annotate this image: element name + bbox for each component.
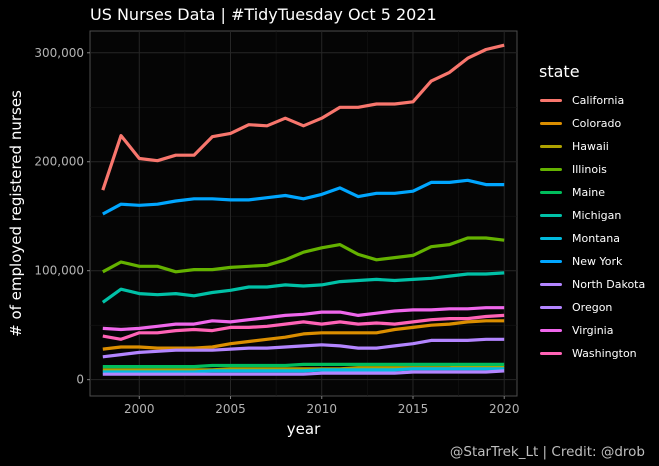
caption: @StarTrek_Lt | Credit: @drob <box>449 444 645 460</box>
legend-item-colorado: Colorado <box>540 112 645 135</box>
legend-label: North Dakota <box>572 278 646 291</box>
legend-item-montana: Montana <box>540 227 645 250</box>
x-tick-label: 2015 <box>398 402 429 416</box>
x-axis-label: year <box>287 420 321 438</box>
legend-item-north-dakota: North Dakota <box>540 273 645 296</box>
legend-label: New York <box>572 255 623 268</box>
legend-label: Hawaii <box>572 140 609 153</box>
series-line-illinois <box>102 236 505 274</box>
legend-item-illinois: Illinois <box>540 158 645 181</box>
legend-key <box>540 98 562 103</box>
series-line-north-dakota <box>102 369 505 376</box>
legend-key <box>540 144 562 149</box>
legend-label: Virginia <box>572 324 614 337</box>
series-line-oregon <box>102 337 505 359</box>
x-tick-label: 2000 <box>124 402 155 416</box>
legend-label: Colorado <box>572 117 622 130</box>
series-line-montana <box>102 367 505 374</box>
legend-label: Montana <box>572 232 620 245</box>
legend-item-virginia: Virginia <box>540 319 645 342</box>
legend: California Colorado Hawaii Illinois Maine Mic… <box>540 89 645 365</box>
legend-key <box>540 328 562 333</box>
legend-key <box>540 305 562 310</box>
series-line-virginia <box>102 306 505 332</box>
y-tick-label: 0 <box>76 373 84 387</box>
legend-key <box>540 121 562 126</box>
legend-item-michigan: Michigan <box>540 204 645 227</box>
series-line-washington <box>102 313 505 341</box>
legend-key <box>540 190 562 195</box>
series-line-california <box>101 43 505 191</box>
legend-key <box>540 213 562 218</box>
legend-item-oregon: Oregon <box>540 296 645 319</box>
legend-item-hawaii: Hawaii <box>540 135 645 158</box>
x-tick-label: 2010 <box>306 402 337 416</box>
y-axis-label: # of employed registered nurses <box>7 90 25 337</box>
legend-key <box>540 167 562 172</box>
series-lines <box>101 43 505 376</box>
legend-item-washington: Washington <box>540 342 645 365</box>
legend-label: Oregon <box>572 301 613 314</box>
series-line-maine <box>102 362 505 369</box>
legend-key <box>540 282 562 287</box>
legend-item-california: California <box>540 89 645 112</box>
y-tick-label: 300,000 <box>34 46 84 60</box>
legend-key <box>540 351 562 356</box>
axes: 2000 2005 2010 2015 2020 0 100,000 200,000 300,0… <box>34 46 519 416</box>
legend-label: Michigan <box>572 209 622 222</box>
x-tick-label: 2005 <box>215 402 246 416</box>
legend-item-maine: Maine <box>540 181 645 204</box>
legend-key <box>540 236 562 241</box>
legend-label: Washington <box>572 347 637 360</box>
x-tick-label: 2020 <box>489 402 520 416</box>
series-line-michigan <box>101 271 505 304</box>
legend-key <box>540 259 562 264</box>
legend-label: Maine <box>572 186 606 199</box>
legend-title: state <box>539 62 580 81</box>
series-line-new-york <box>102 178 505 216</box>
grid-lines <box>90 31 517 396</box>
series-line-colorado <box>102 319 505 351</box>
chart-title: US Nurses Data | #TidyTuesday Oct 5 2021 <box>90 5 437 24</box>
y-tick-label: 100,000 <box>34 264 84 278</box>
legend-item-new-york: New York <box>540 250 645 273</box>
legend-label: Illinois <box>572 163 607 176</box>
y-tick-label: 200,000 <box>34 155 84 169</box>
legend-label: California <box>572 94 625 107</box>
